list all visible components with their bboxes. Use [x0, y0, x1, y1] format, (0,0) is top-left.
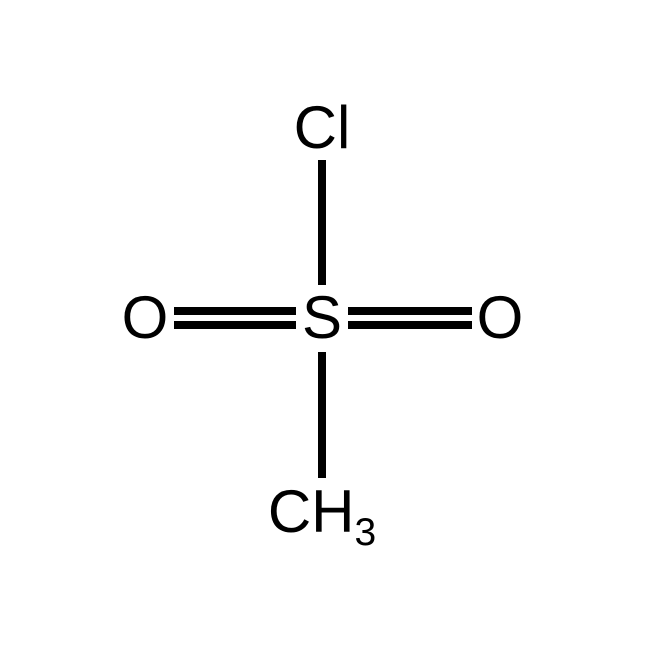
atom-s: S — [302, 288, 342, 348]
bond-line — [348, 321, 472, 329]
atom-o2: O — [477, 288, 524, 348]
atom-o1: O — [122, 288, 169, 348]
bond-line — [348, 307, 472, 315]
bond-line — [318, 352, 326, 478]
bond-line — [174, 307, 296, 315]
atom-ch3: CH3 — [268, 482, 376, 542]
chemical-structure-canvas: S Cl O O CH3 — [0, 0, 650, 650]
bond-line — [318, 160, 326, 285]
bond-line — [174, 321, 296, 329]
atom-cl: Cl — [294, 98, 351, 158]
